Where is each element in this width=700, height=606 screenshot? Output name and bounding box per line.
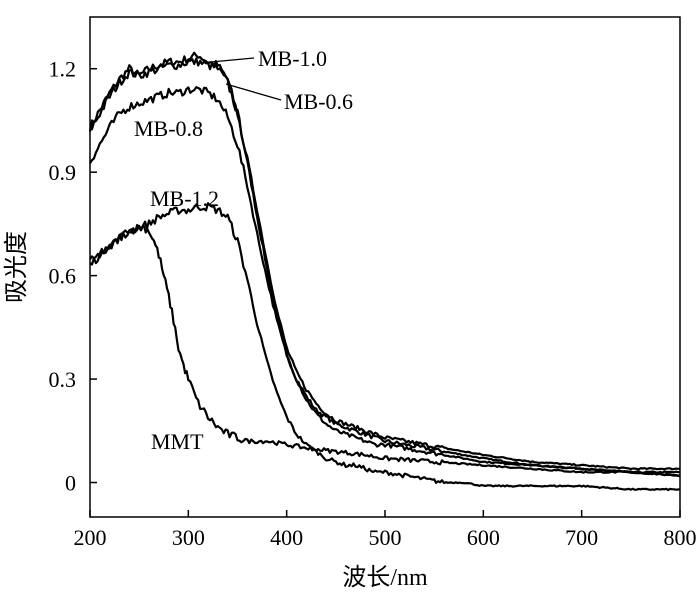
x-tick-label: 700 [565, 525, 598, 550]
y-axis-title: 吸光度 [3, 231, 30, 303]
x-tick-label: 800 [664, 525, 697, 550]
x-tick-label: 500 [369, 525, 402, 550]
series-label: MB-0.8 [134, 116, 203, 141]
y-tick-label: 0.9 [49, 160, 77, 185]
series-line-mmt [89, 223, 681, 478]
series-line-mb-1-2 [89, 202, 681, 492]
y-tick-label: 0 [65, 471, 76, 496]
x-axis-ticks: 200 300 400 500 600 700 800 [74, 510, 697, 550]
series-label: MB-1.0 [258, 46, 327, 71]
series-line-mb-0-6 [89, 57, 681, 471]
x-tick-label: 200 [74, 525, 107, 550]
x-axis-title: 波长/nm [342, 564, 428, 591]
annotation-leader-line [199, 57, 255, 64]
series-label: MB-1.2 [150, 186, 219, 211]
annotation-leader-line [225, 83, 282, 101]
x-tick-label: 600 [467, 525, 500, 550]
y-tick-label: 0.3 [49, 367, 77, 392]
x-tick-label: 400 [270, 525, 303, 550]
y-axis-ticks: 0 0.3 0.6 0.9 1.2 [49, 57, 97, 496]
series-layer [88, 51, 681, 492]
annotation-layer: MB-1.0 MB-0.6 MB-0.8 MB-1.2 MMT [134, 46, 353, 454]
y-tick-label: 1.2 [49, 57, 77, 82]
series-line-mb-0-8 [89, 86, 681, 477]
series-label: MMT [151, 429, 204, 454]
y-tick-label: 0.6 [49, 264, 77, 289]
series-label: MB-0.6 [284, 89, 353, 114]
x-tick-label: 300 [172, 525, 205, 550]
